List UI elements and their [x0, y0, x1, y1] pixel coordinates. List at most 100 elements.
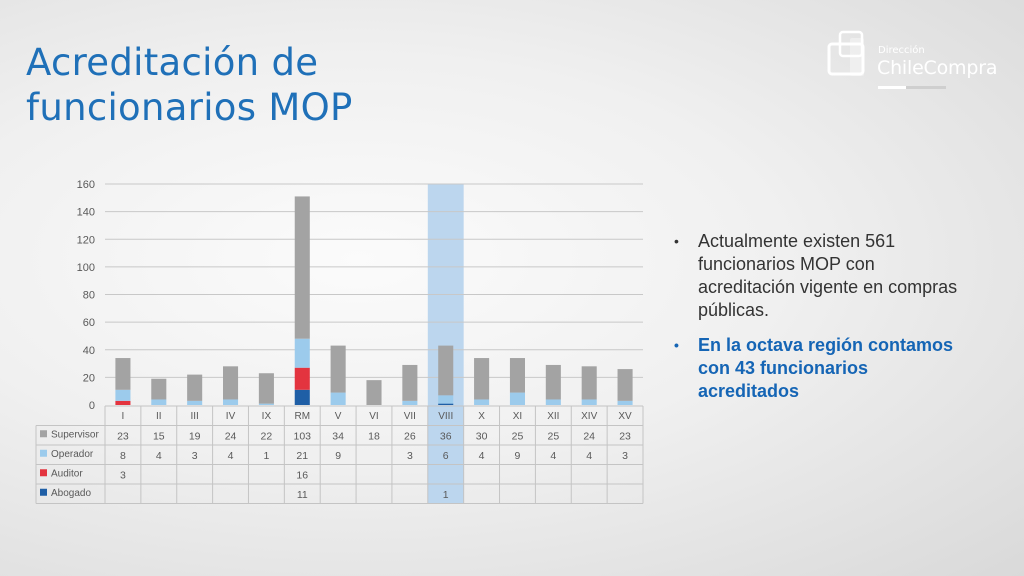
y-tick-label: 60 [83, 317, 95, 329]
logo-big-text: ChileCompra [877, 57, 998, 79]
bar-operador-II [151, 399, 167, 405]
data-label-operador: 4 [479, 450, 485, 462]
y-tick-label: 80 [83, 290, 95, 302]
title-line-1: Acreditación de [26, 41, 319, 84]
data-label-operador: 4 [586, 450, 592, 462]
legend-swatch-supervisor [40, 430, 47, 438]
data-label-supervisor: 34 [332, 430, 344, 442]
category-label: RM [294, 411, 310, 422]
y-tick-label: 120 [77, 234, 95, 246]
legend-swatch-operador [40, 449, 47, 457]
bar-supervisor-V [330, 345, 346, 393]
bullet-dot-icon: • [674, 337, 679, 353]
data-label-operador: 4 [550, 450, 556, 462]
bar-supervisor-III [187, 374, 203, 401]
bar-supervisor-XI [509, 358, 525, 393]
data-label-supervisor: 22 [261, 430, 273, 442]
highlight-column [427, 184, 464, 504]
category-label: IV [226, 411, 236, 422]
bar-supervisor-VII [402, 364, 418, 401]
data-label-supervisor: 18 [368, 430, 380, 442]
category-label: III [190, 411, 198, 422]
category-label: V [335, 411, 342, 422]
bar-abogado-RM [294, 389, 310, 405]
y-tick-label: 0 [89, 400, 95, 412]
legend-label-abogado: Abogado [51, 488, 91, 499]
data-label-operador: 9 [335, 450, 341, 462]
bullet-list: • Actualmente existen 561 funcionarios MO… [672, 230, 972, 415]
bar-operador-I [115, 389, 131, 401]
category-label: VIII [438, 411, 453, 422]
bar-operador-VIII [438, 395, 454, 404]
category-label: I [122, 411, 125, 422]
bullet-text-2: En la octava región contamos con 43 func… [698, 335, 954, 401]
y-tick-label: 160 [77, 179, 95, 191]
bar-operador-III [187, 400, 203, 405]
data-label-operador: 8 [120, 450, 126, 462]
data-label-operador: 1 [263, 450, 269, 462]
bullet-dot-icon: • [674, 233, 679, 249]
category-label: VI [369, 411, 378, 422]
title-line-2: funcionarios MOP [26, 86, 353, 129]
logo-mark-icon [827, 30, 865, 76]
bar-supervisor-VIII [438, 345, 454, 396]
y-tick-label: 100 [77, 262, 95, 274]
data-label-supervisor: 15 [153, 430, 165, 442]
chilecompra-logo: Dirección ChileCompra [826, 28, 1006, 90]
logo-small-text: Dirección [878, 45, 925, 56]
data-label-abogado: 1 [443, 489, 449, 501]
y-tick-label: 140 [77, 207, 95, 219]
data-label-operador: 6 [443, 450, 449, 462]
data-label-abogado: 11 [297, 489, 308, 501]
data-label-supervisor: 19 [189, 430, 201, 442]
data-label-operador: 3 [407, 450, 413, 462]
bar-operador-XIV [581, 399, 597, 405]
bullet-item-2: • En la octava región contamos con 43 fun… [672, 334, 972, 403]
bar-supervisor-XV [617, 369, 633, 401]
category-label: X [478, 411, 485, 422]
data-label-supervisor: 24 [225, 430, 237, 442]
data-label-operador: 4 [156, 450, 162, 462]
data-label-operador: 9 [515, 450, 521, 462]
data-label-operador: 21 [296, 450, 308, 462]
bar-abogado-VIII [438, 403, 454, 405]
legend-label-supervisor: Supervisor [51, 429, 99, 440]
legend-label-operador: Operador [51, 449, 94, 460]
bar-supervisor-RM [294, 196, 310, 339]
data-label-supervisor: 24 [583, 430, 595, 442]
bar-operador-VII [402, 400, 418, 405]
data-label-supervisor: 103 [294, 430, 312, 442]
legend-swatch-abogado [40, 488, 47, 496]
data-label-supervisor: 25 [547, 430, 559, 442]
bar-supervisor-XIV [581, 366, 597, 400]
category-label: VII [404, 411, 416, 422]
data-label-operador: 3 [622, 450, 628, 462]
bar-supervisor-X [474, 358, 490, 400]
data-label-operador: 3 [192, 450, 198, 462]
category-label: IX [262, 411, 272, 422]
bar-operador-IX [258, 403, 274, 405]
logo-underline [878, 86, 946, 89]
category-label: XI [513, 411, 522, 422]
bar-supervisor-XII [545, 364, 561, 400]
bar-operador-V [330, 392, 346, 405]
bar-auditor-I [115, 400, 131, 405]
page-title: Acreditación de funcionarios MOP [26, 40, 353, 130]
data-label-operador: 4 [228, 450, 234, 462]
legend-swatch-auditor [40, 469, 47, 477]
bar-auditor-RM [294, 367, 310, 390]
bar-supervisor-II [151, 378, 167, 400]
category-label: XIV [581, 411, 597, 422]
data-label-supervisor: 23 [619, 430, 631, 442]
bullet-text-1: Actualmente existen 561 funcionarios MOP… [698, 231, 958, 320]
bar-operador-XII [545, 399, 561, 405]
bar-operador-IV [223, 399, 239, 405]
category-label: XV [618, 411, 632, 422]
bar-supervisor-I [115, 358, 131, 390]
data-label-supervisor: 25 [512, 430, 524, 442]
legend-label-auditor: Auditor [51, 468, 83, 479]
bar-operador-X [474, 399, 490, 405]
data-label-supervisor: 30 [476, 430, 488, 442]
bar-operador-RM [294, 338, 310, 368]
